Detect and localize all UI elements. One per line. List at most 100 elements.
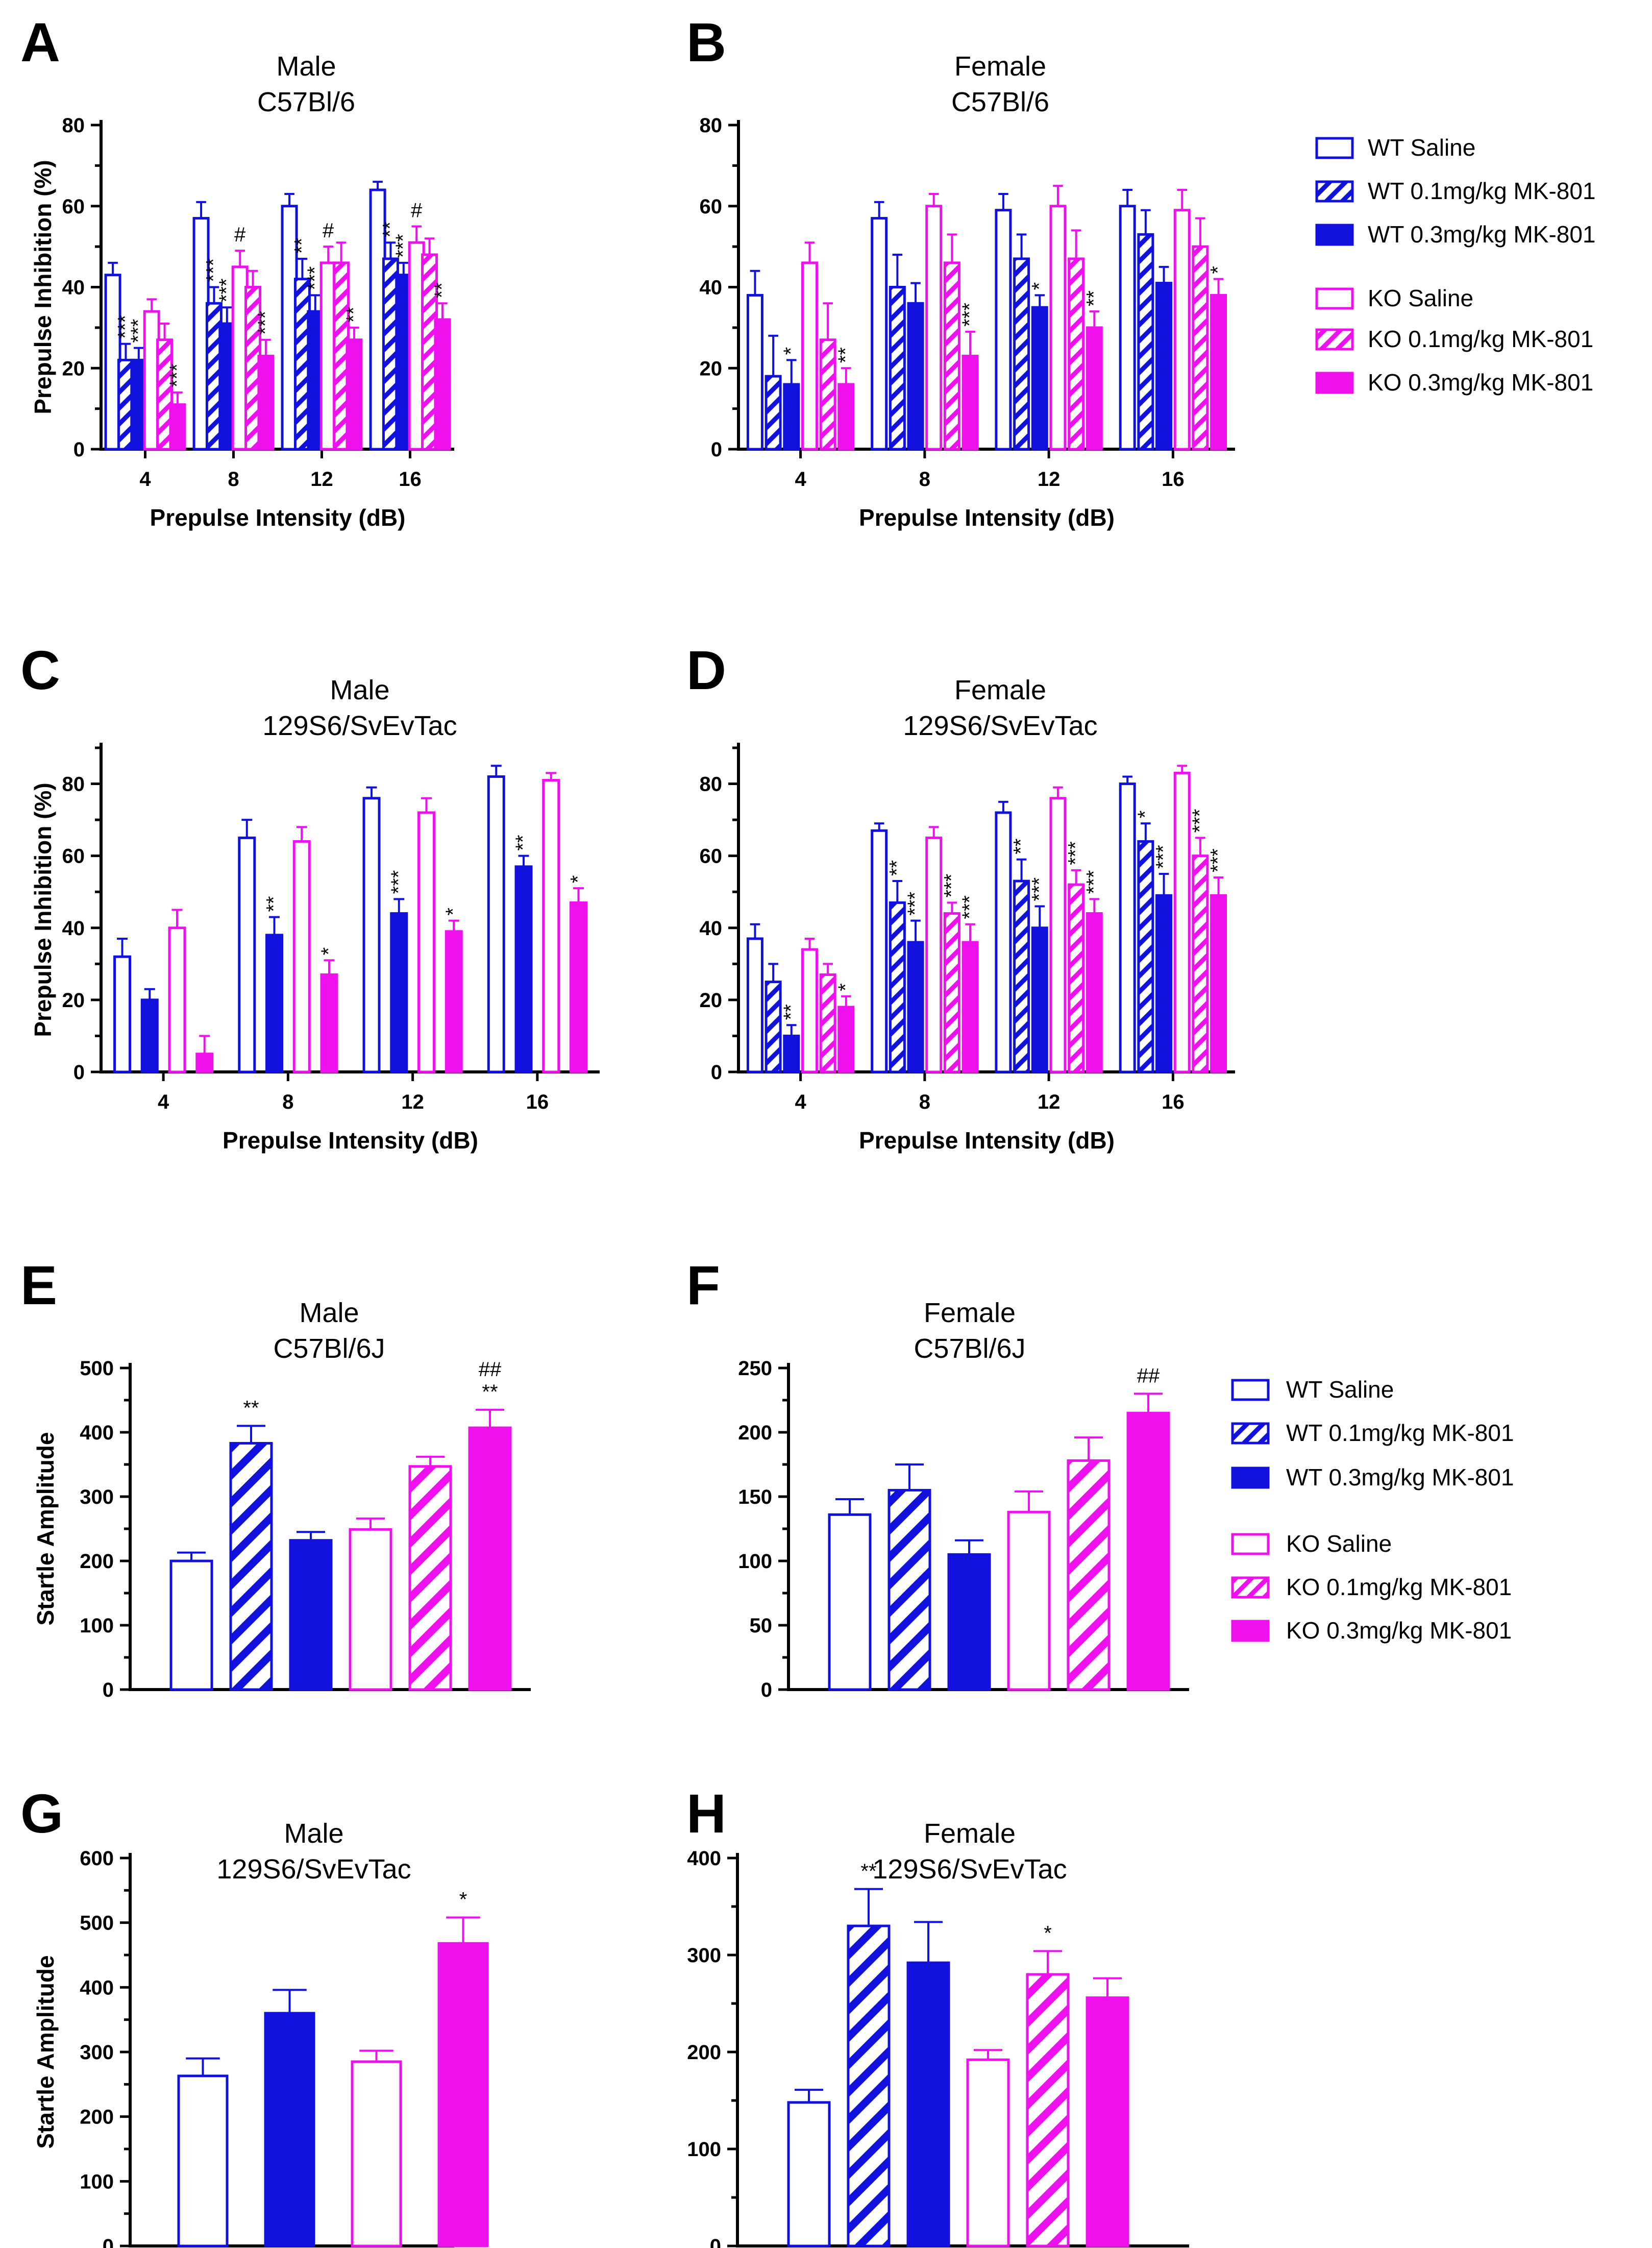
bar — [169, 1559, 213, 1691]
y-tick-label: 100 — [80, 1615, 114, 1637]
bar — [925, 205, 943, 451]
chart-title-line: Female — [924, 1818, 1016, 1849]
significance-mark: *** — [387, 870, 410, 894]
bar — [1031, 926, 1048, 1073]
bar — [837, 383, 855, 451]
bar — [569, 901, 587, 1073]
bar — [1126, 1411, 1170, 1691]
bar — [746, 937, 763, 1073]
chart-title-line: Male — [299, 1298, 359, 1328]
legend-label: WT 0.1mg/kg MK-801 — [1286, 1420, 1514, 1446]
y-tick-label: 80 — [62, 773, 85, 796]
y-tick-label: 100 — [687, 2138, 721, 2161]
legend-swatch — [1231, 1576, 1270, 1599]
bar — [1086, 1996, 1129, 2247]
significance-mark: * — [1134, 811, 1156, 819]
bar — [1137, 840, 1154, 1073]
significance-mark: * — [1207, 266, 1229, 274]
y-tick-label: 80 — [700, 773, 723, 796]
panel-b: B Female C57Bl/6 0 20 40 60 80 Prepulse Intensit… — [686, 11, 1235, 531]
y-axis-label: Startle Amplitude — [32, 1432, 59, 1625]
bar — [995, 811, 1012, 1073]
bar — [1068, 883, 1085, 1073]
panel-e: E Male C57Bl/6J 0 100 200 300 400 500 Startle Amp… — [20, 1254, 531, 1701]
legend-swatch — [1231, 1533, 1270, 1555]
bar — [765, 981, 782, 1073]
x-tick-label: 16 — [1162, 468, 1185, 491]
chart-title-line: 129S6/SvEvTac — [216, 1854, 411, 1885]
bar — [1049, 205, 1067, 451]
y-tick-label: 500 — [80, 1912, 114, 1935]
x-tick-label: 12 — [401, 1091, 424, 1113]
bar — [264, 2012, 315, 2247]
y-tick-label: 100 — [80, 2170, 114, 2193]
bar — [1007, 1510, 1051, 1691]
significance-mark: *** — [166, 363, 188, 387]
chart-title-line: Female — [924, 1298, 1016, 1328]
y-tick-label: 400 — [687, 1847, 721, 1870]
legend-swatch — [1315, 328, 1354, 351]
bar — [1068, 257, 1085, 451]
x-tick-label: 16 — [1162, 1091, 1185, 1113]
y-tick-label: 0 — [73, 1061, 85, 1084]
bar — [907, 941, 924, 1073]
bar — [947, 1553, 991, 1691]
y-tick-label: 60 — [62, 845, 85, 868]
bar — [362, 797, 381, 1073]
y-tick-label: 0 — [711, 438, 722, 461]
significance-mark: *** — [1082, 870, 1105, 894]
significance-mark: *** — [940, 874, 963, 898]
significance-mark: ** — [379, 222, 401, 237]
bar — [1013, 879, 1030, 1073]
significance-mark: ** — [482, 1381, 498, 1403]
significance-mark: ** — [834, 347, 857, 363]
bar — [265, 934, 284, 1073]
bar — [390, 912, 408, 1073]
legend-label: KO 0.1mg/kg MK-801 — [1368, 326, 1593, 352]
y-tick-label: 60 — [62, 196, 85, 218]
legend-swatch — [1315, 224, 1354, 246]
bar — [169, 403, 186, 451]
significance-mark: * — [442, 908, 464, 916]
y-tick-label: 0 — [103, 1679, 114, 1701]
bar — [801, 948, 818, 1073]
significance-mark: *** — [958, 895, 981, 919]
bar — [434, 318, 451, 451]
bar — [1210, 894, 1227, 1073]
bar — [1192, 854, 1209, 1073]
legend-label: KO 0.3mg/kg MK-801 — [1368, 369, 1593, 396]
bar — [140, 998, 159, 1073]
significance-mark: ** — [512, 835, 534, 851]
chart-title-line: 129S6/SvEvTac — [903, 711, 1097, 741]
bar — [943, 261, 960, 451]
bar — [925, 836, 943, 1073]
chart-title-line: Male — [330, 675, 389, 705]
significance-mark: # — [323, 219, 334, 242]
panel-letter: C — [20, 639, 60, 701]
x-tick-label: 4 — [795, 1091, 807, 1113]
y-axis-label: Prepulse Inhibition (%) — [30, 783, 56, 1037]
chart-title-line: 129S6/SvEvTac — [262, 711, 457, 741]
panel-g: G Male 129S6/SvEvTac 0 100 200 300 400 500 600 Sta… — [20, 1782, 489, 2248]
significance-mark: *** — [1065, 841, 1087, 865]
significance-mark: # — [411, 199, 423, 222]
y-tick-label: 80 — [700, 114, 723, 137]
significance-mark: * — [459, 1889, 467, 1911]
significance-mark: * — [834, 983, 857, 991]
significance-mark: ## — [1137, 1364, 1160, 1387]
y-tick-label: 60 — [700, 845, 723, 868]
bar — [1192, 245, 1209, 451]
significance-mark: ** — [885, 860, 908, 876]
y-tick-label: 0 — [761, 1679, 772, 1701]
bar — [907, 302, 924, 451]
x-tick-label: 8 — [228, 468, 239, 491]
significance-mark: *** — [114, 315, 136, 339]
bar — [351, 2060, 402, 2247]
significance-mark: ** — [290, 238, 313, 254]
bar — [828, 1513, 872, 1691]
bar — [1155, 282, 1173, 451]
significance-mark: ** — [342, 307, 365, 323]
bar — [1086, 326, 1103, 451]
bar — [177, 2074, 229, 2247]
bar — [966, 2058, 1010, 2247]
